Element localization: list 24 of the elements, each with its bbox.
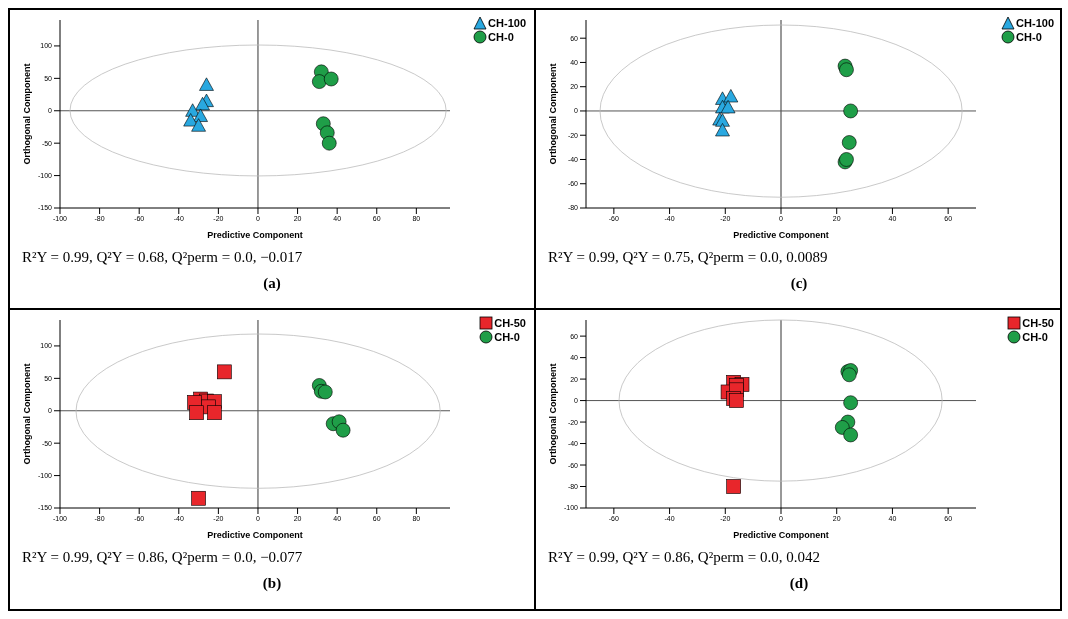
text: R²Y = 0.99, Q²Y = 0.68, Q²perm = 0.0, −0.017 <box>22 249 303 266</box>
legend-label: CH-0 <box>494 331 520 343</box>
text: (a) <box>262 275 282 292</box>
y-axis-title: Orthogonal Component <box>548 363 559 465</box>
x-axis-title: Predictive Component <box>733 530 829 540</box>
legend-label: CH-0 <box>1016 31 1042 43</box>
y-axis-title: Orthogonal Component <box>22 63 33 165</box>
legend-label: CH-0 <box>1022 331 1048 343</box>
legend-label: CH-100 <box>1016 17 1054 29</box>
legend-label: CH-50 <box>1022 317 1054 329</box>
text: R²Y = 0.99, Q²Y = 0.86, Q²perm = 0.0, −0.077 <box>22 549 303 566</box>
text: (c) <box>789 275 809 292</box>
x-axis-title: Predictive Component <box>733 230 829 240</box>
text: R²Y = 0.99, Q²Y = 0.75, Q²perm = 0.0, 0.0089 <box>548 249 828 266</box>
x-axis-title: Predictive Component <box>207 530 303 540</box>
y-axis-title: Orthogonal Component <box>22 363 33 465</box>
x-axis-title: Predictive Component <box>207 230 303 240</box>
text: (b) <box>261 575 283 592</box>
legend-label: CH-0 <box>488 31 514 43</box>
y-axis-title: Orthogonal Component <box>548 63 559 165</box>
legend-label: CH-100 <box>488 17 526 29</box>
text: R²Y = 0.99, Q²Y = 0.86, Q²perm = 0.0, 0.042 <box>548 549 820 566</box>
legend-label: CH-50 <box>494 317 526 329</box>
text: (d) <box>788 575 810 592</box>
